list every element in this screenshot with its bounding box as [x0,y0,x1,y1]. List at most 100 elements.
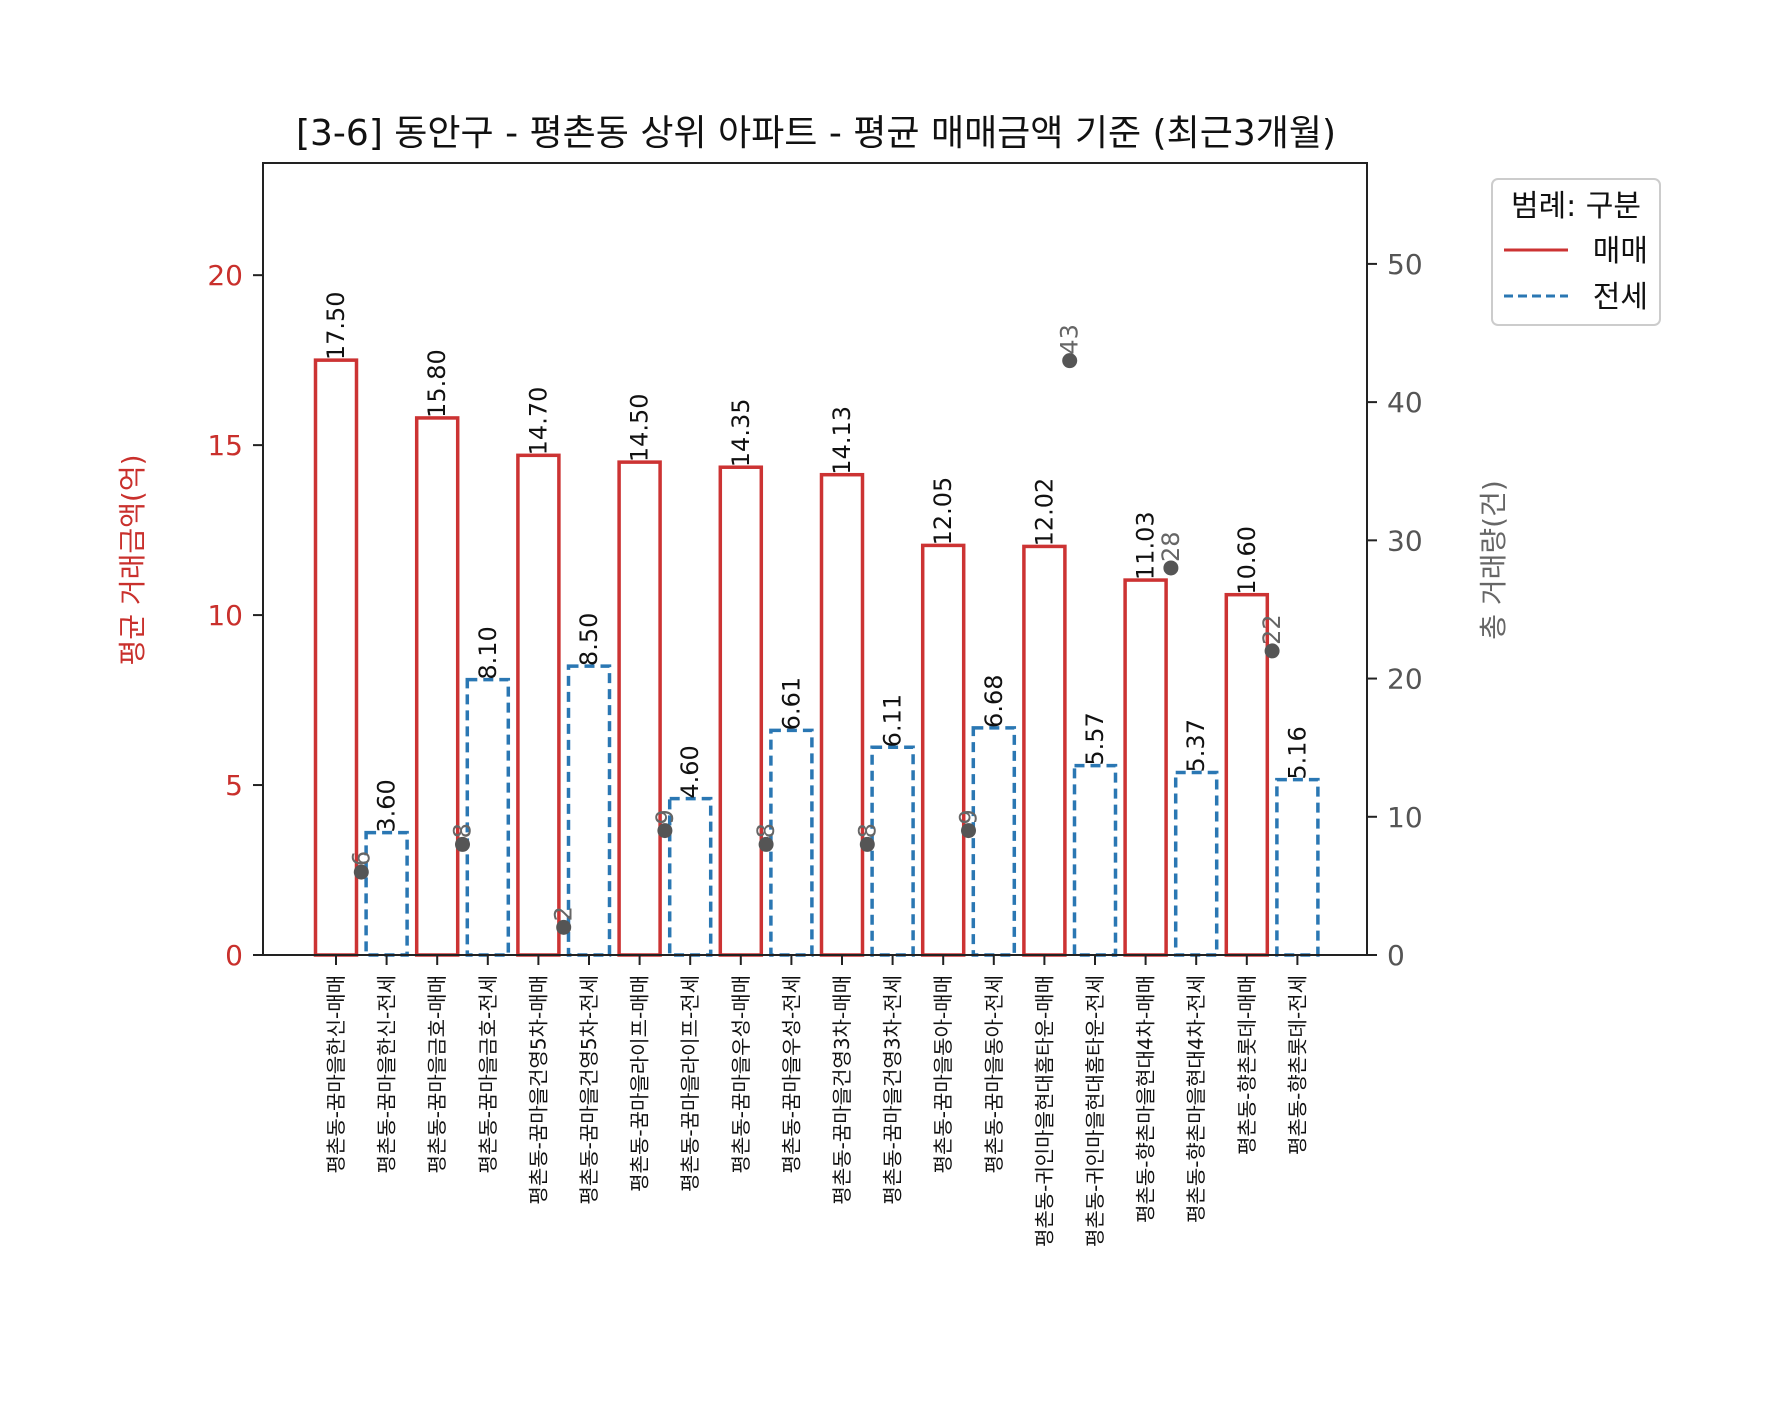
plot-frame [262,162,1368,956]
bar-value-label: 12.05 [929,477,957,546]
y-axis-left: 0 5 10 15 20 [207,259,263,972]
x-tick-label: 평촌동-향촌마을현대4차-전세 [1184,975,1208,1223]
bar-value-label: 8.10 [474,626,502,679]
x-tick-label: 평촌동-향촌롯데-매매 [1235,975,1259,1155]
legend-label-jeonse: 전세 [1593,280,1648,315]
total-count-point [353,864,369,880]
bar-value-label: 6.61 [777,677,805,730]
total-count-point [1163,560,1179,576]
y-axis-right-label: 총 거래량(건) [1477,480,1510,640]
legend: 범례: 구분 매매 전세 [1491,178,1661,326]
bar-jeonse [870,745,915,957]
plot-area: 17.50 3.60 15.80 8.10 14.70 8.50 14.50 4.60 14.3… [313,291,1320,957]
bar-value-label: 15.80 [423,349,451,418]
bar-jeonse [566,664,612,957]
total-count-label: 8 [449,823,477,838]
bar-sale [516,453,561,957]
x-tick-label: 평촌동-꿈마을한신-매매 [324,975,348,1173]
bar-value-label: 12.02 [1030,478,1058,547]
y-left-tick-label: 0 [225,939,243,972]
y-axis-left-label: 평균 거래금액(억) [116,454,149,665]
x-tick-label: 평촌동-꿈마을라이프-전세 [678,975,702,1192]
y-right-tick-label: 0 [1387,939,1405,972]
y-left-tick-label: 20 [207,259,243,292]
chart-title: [3-6] 동안구 - 평촌동 상위 아파트 - 평균 매매금액 기준 (최근3… [296,113,1336,154]
bar-sale [617,460,662,957]
total-count-label: 43 [1056,324,1084,355]
bar-value-label: 5.37 [1182,719,1210,772]
total-count-label: 22 [1258,614,1286,645]
y-right-tick-label: 50 [1387,248,1423,281]
x-tick-label: 평촌동-꿈마을건영5차-매매 [526,975,550,1205]
total-count-label: 6 [347,851,375,866]
bar-value-label: 11.03 [1132,511,1160,580]
x-tick-label: 평촌동-꿈마을건영3차-매매 [830,975,854,1205]
total-count-point [859,836,875,852]
bar-value-label: 5.16 [1283,726,1311,779]
bar-value-label: 14.35 [727,399,755,468]
y-axis-right: 0 10 20 30 40 50 [1367,248,1423,972]
total-count-point [961,823,976,839]
bar-value-label: 14.70 [524,387,552,456]
bar-sale [819,472,865,957]
bar-jeonse [769,728,814,957]
y-right-tick-label: 30 [1387,524,1423,557]
bar-value-label: 4.60 [676,745,704,798]
x-tick-label: 평촌동-꿈마을건영3차-전세 [881,975,905,1205]
y-right-tick-label: 40 [1387,386,1423,419]
x-tick-label: 평촌동-꿈마을동아-매매 [931,975,955,1173]
bar-jeonse [971,726,1017,957]
total-count-label: 9 [955,809,983,824]
x-tick-label: 평촌동-꿈마을라이프-매매 [628,975,652,1192]
total-count-label: 8 [752,823,780,838]
x-tick-label: 평촌동-꿈마을우성-전세 [779,975,803,1173]
bar-value-label: 6.68 [980,674,1008,727]
bar-value-label: 14.13 [828,406,856,475]
bar-sale [718,465,764,957]
legend-title: 범례: 구분 [1511,189,1641,224]
x-tick-label: 평촌동-꿈마을동아-전세 [982,975,1006,1173]
total-count-point [1264,643,1280,659]
bar-value-label: 3.60 [373,779,401,832]
bar-sale [414,416,460,957]
bar-jeonse [1275,777,1320,957]
total-count-point [758,836,774,852]
bar-value-label: 17.50 [322,291,350,360]
x-tick-label: 평촌동-꿈마을우성-매매 [729,975,753,1173]
bar-sale [1123,578,1168,957]
total-count-point [455,836,470,852]
y-right-tick-label: 10 [1387,801,1423,834]
total-count-point [1062,353,1078,369]
bar-value-label: 14.50 [626,393,654,462]
legend-frame [1491,178,1661,326]
bar-value-label: 8.50 [575,613,603,666]
bar-jeonse [1173,770,1219,957]
y-right-tick-label: 20 [1387,663,1423,696]
total-count-label: 8 [853,823,881,838]
total-count-point [556,919,572,935]
x-tick-label: 평촌동-귀인마을현대홈타운-전세 [1083,975,1107,1247]
legend-label-sale: 매매 [1593,234,1648,269]
x-axis: 평촌동-꿈마을한신-매매 평촌동-꿈마을한신-전세 평촌동-꿈마을금호-매매 평촌동-… [324,955,1309,1247]
bar-value-label: 6.11 [879,694,907,747]
x-tick-label: 평촌동-꿈마을금호-전세 [476,975,500,1173]
bar-jeonse [465,677,511,957]
total-count-point [657,823,673,839]
total-count-label: 28 [1157,531,1185,562]
bar-sale [1022,544,1067,957]
bar-sale [1224,592,1270,957]
total-count-label: 9 [651,809,679,824]
bar-jeonse [1072,763,1118,957]
x-tick-label: 평촌동-꿈마을건영5차-전세 [577,975,601,1205]
y-left-tick-label: 5 [225,769,243,802]
y-left-tick-label: 10 [207,599,243,632]
y-left-tick-label: 15 [207,429,243,462]
x-tick-label: 평촌동-꿈마을금호-매매 [425,975,449,1173]
bar-value-label: 10.60 [1233,526,1261,595]
bar-value-label: 5.57 [1081,712,1109,765]
total-count-label: 2 [550,906,578,921]
x-tick-label: 평촌동-꿈마을한신-전세 [375,975,399,1173]
x-tick-label: 평촌동-향촌마을현대4차-매매 [1134,975,1158,1223]
x-tick-label: 평촌동-향촌롯데-전세 [1285,975,1309,1155]
